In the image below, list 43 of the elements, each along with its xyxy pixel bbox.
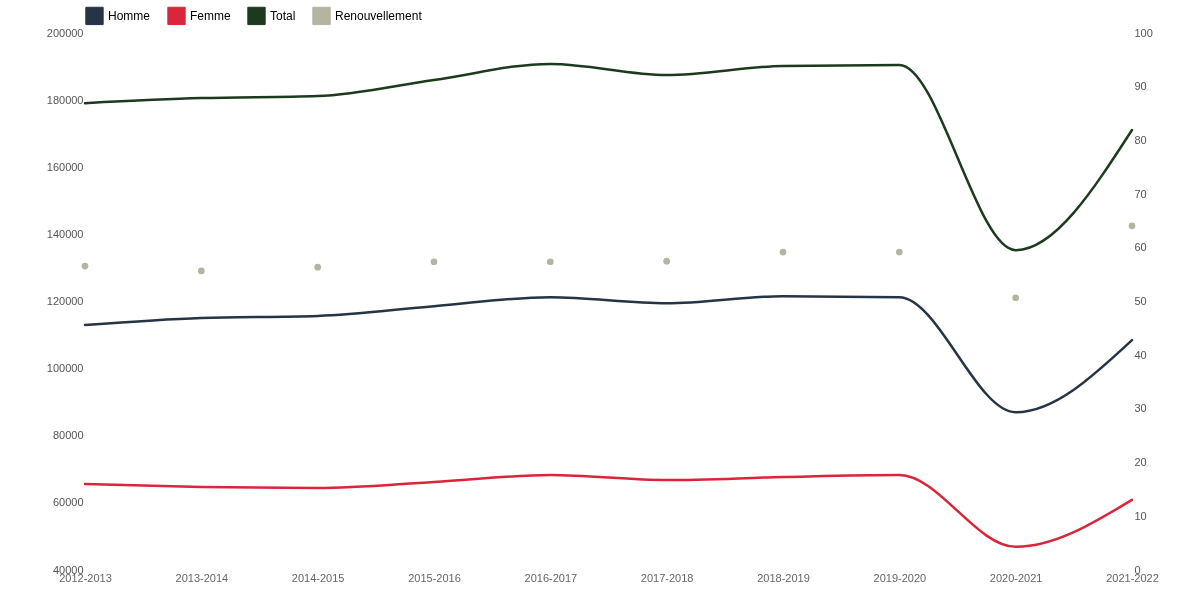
x-tick-label: 2018-2019 (757, 571, 810, 584)
x-tick-label: 2015-2016 (408, 571, 461, 584)
point (314, 263, 322, 271)
point (895, 248, 903, 256)
point (81, 262, 89, 270)
y-tick-label: 60000 (52, 496, 84, 509)
y2-tick-label: 40 (1134, 348, 1147, 361)
y-tick-label: 80000 (52, 429, 84, 442)
point (197, 267, 205, 275)
y2-tick-label: 100 (1134, 26, 1153, 39)
x-tick-label: 2016-2017 (524, 571, 578, 584)
point (663, 257, 671, 265)
y2-tick-label: 20 (1134, 456, 1147, 469)
y-tick-label: 120000 (46, 295, 84, 307)
line-series (83, 473, 1134, 549)
y-tick-label: 100000 (46, 362, 84, 375)
point (546, 258, 554, 266)
y2-tick-label: 60 (1134, 241, 1147, 254)
legend-label: Total (270, 8, 296, 23)
y2-tick-label: 70 (1134, 187, 1147, 200)
y2-tick-label: 90 (1134, 80, 1147, 93)
x-tick-label: 2017-2018 (640, 571, 694, 584)
point (1012, 294, 1020, 302)
x-tick-label: 2013-2014 (175, 571, 229, 584)
line-series (83, 294, 1134, 414)
point (430, 258, 438, 266)
point (779, 248, 787, 256)
y2-tick-label: 50 (1134, 295, 1147, 307)
y2-tick-label: 80 (1134, 133, 1147, 146)
x-tick-label: 2019-2020 (873, 571, 927, 584)
y2-tick-label: 30 (1134, 402, 1147, 415)
y-tick-label: 200000 (46, 26, 84, 39)
x-tick-label: 2014-2015 (291, 571, 345, 584)
y2-tick-label: 10 (1134, 509, 1147, 522)
legend-label: Renouvellement (335, 8, 423, 23)
legend-label: Homme (108, 8, 151, 23)
y-tick-label: 140000 (46, 227, 84, 240)
y-tick-label: 180000 (46, 93, 84, 106)
point (1128, 222, 1136, 230)
line-series (83, 62, 1134, 252)
x-tick-label: 2020-2021 (989, 571, 1043, 584)
legend-label: Femme (190, 8, 231, 23)
y-tick-label: 160000 (46, 160, 84, 173)
